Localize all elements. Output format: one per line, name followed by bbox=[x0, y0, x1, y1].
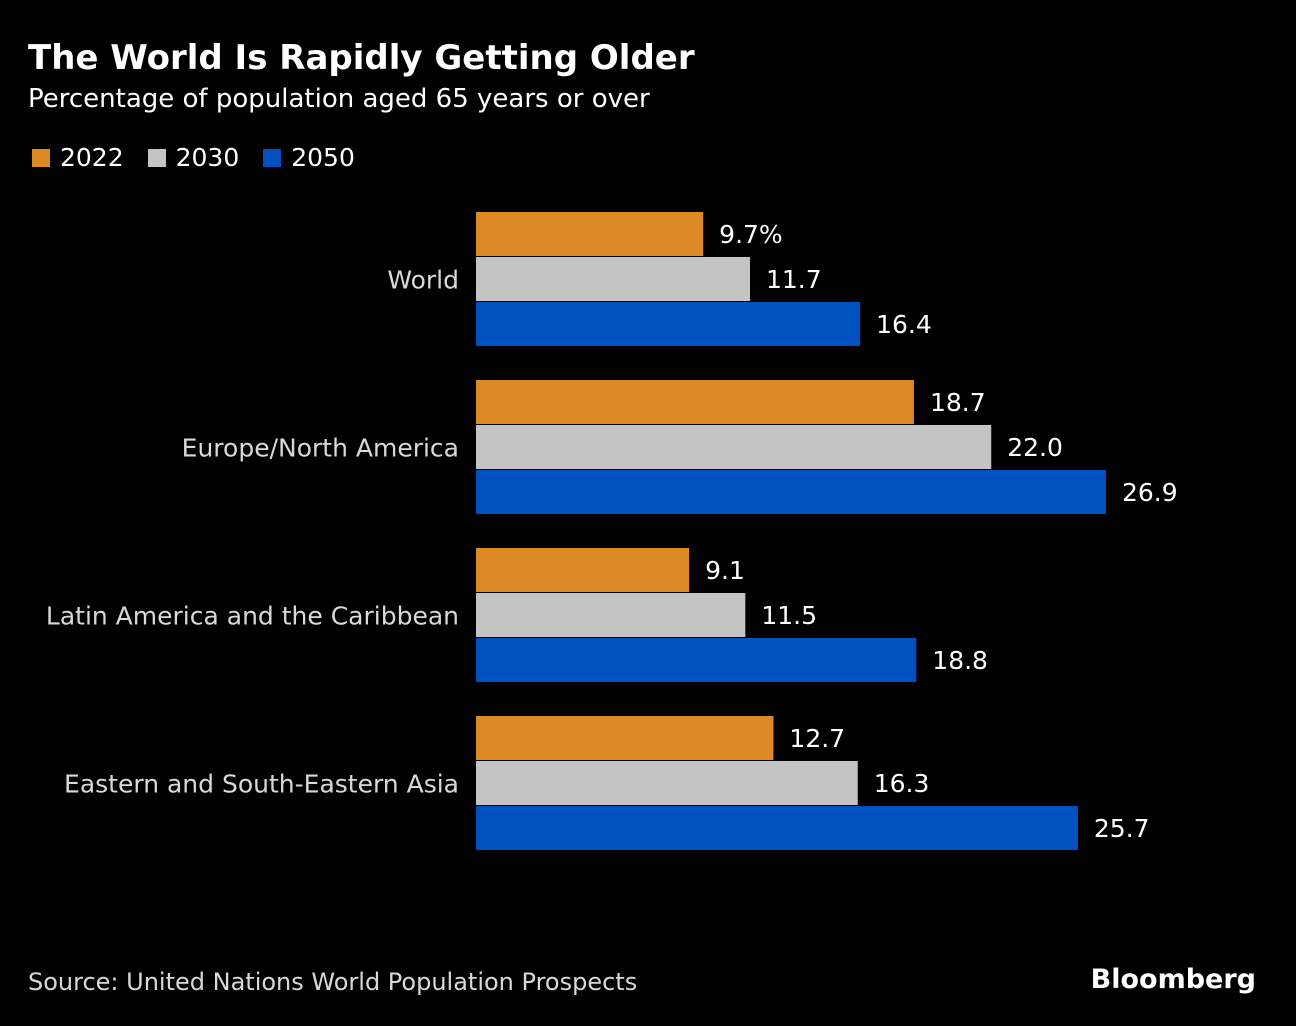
chart-title: The World Is Rapidly Getting Older bbox=[28, 38, 695, 78]
legend: 2022 2030 2050 bbox=[32, 143, 379, 172]
data-label-latin-america-and-the-caribbean-2030: 11.5 bbox=[761, 601, 817, 630]
bar-eastern-and-south-eastern-asia-2022 bbox=[476, 716, 774, 760]
bar-eastern-and-south-eastern-asia-2050 bbox=[476, 806, 1078, 850]
category-label-europe-north-america: Europe/North America bbox=[182, 434, 459, 463]
data-label-europe-north-america-2030: 22.0 bbox=[1007, 433, 1063, 462]
category-label-eastern-and-south-eastern-asia: Eastern and South-Eastern Asia bbox=[64, 770, 459, 799]
data-label-world-2022: 9.7% bbox=[719, 220, 783, 249]
data-label-eastern-and-south-eastern-asia-2050: 25.7 bbox=[1094, 814, 1150, 843]
bar-world-2030 bbox=[476, 257, 751, 301]
data-label-latin-america-and-the-caribbean-2050: 18.8 bbox=[932, 646, 988, 675]
legend-item-2022: 2022 bbox=[32, 143, 124, 172]
data-label-europe-north-america-2050: 26.9 bbox=[1122, 478, 1178, 507]
bar-europe-north-america-2022 bbox=[476, 380, 914, 424]
legend-item-2050: 2050 bbox=[263, 143, 355, 172]
legend-swatch-2030 bbox=[147, 148, 166, 167]
bar-world-2050 bbox=[476, 302, 861, 346]
bar-latin-america-and-the-caribbean-2030 bbox=[476, 593, 746, 637]
data-label-latin-america-and-the-caribbean-2022: 9.1 bbox=[705, 556, 745, 585]
bar-latin-america-and-the-caribbean-2022 bbox=[476, 548, 690, 592]
brand-logo: Bloomberg bbox=[1090, 964, 1256, 995]
data-label-eastern-and-south-eastern-asia-2022: 12.7 bbox=[789, 724, 845, 753]
category-label-world: World bbox=[387, 266, 459, 295]
legend-item-2030: 2030 bbox=[147, 143, 240, 172]
bar-world-2022 bbox=[476, 212, 704, 256]
data-label-world-2030: 11.7 bbox=[766, 265, 822, 294]
legend-swatch-2022 bbox=[32, 148, 50, 167]
data-label-eastern-and-south-eastern-asia-2030: 16.3 bbox=[874, 769, 930, 798]
source-note: Source: United Nations World Population … bbox=[28, 968, 638, 996]
bar-eastern-and-south-eastern-asia-2030 bbox=[476, 761, 858, 805]
legend-label-2050: 2050 bbox=[291, 143, 355, 172]
category-label-latin-america-and-the-caribbean: Latin America and the Caribbean bbox=[46, 602, 459, 631]
legend-label-2030: 2030 bbox=[175, 143, 240, 172]
chart-subtitle: Percentage of population aged 65 years o… bbox=[28, 84, 650, 114]
bar-latin-america-and-the-caribbean-2050 bbox=[476, 638, 917, 682]
bar-europe-north-america-2050 bbox=[476, 470, 1106, 514]
legend-swatch-2050 bbox=[263, 148, 282, 167]
bar-europe-north-america-2030 bbox=[476, 425, 992, 469]
data-label-world-2050: 16.4 bbox=[876, 310, 932, 339]
legend-label-2022: 2022 bbox=[60, 143, 124, 172]
data-label-europe-north-america-2022: 18.7 bbox=[930, 388, 986, 417]
